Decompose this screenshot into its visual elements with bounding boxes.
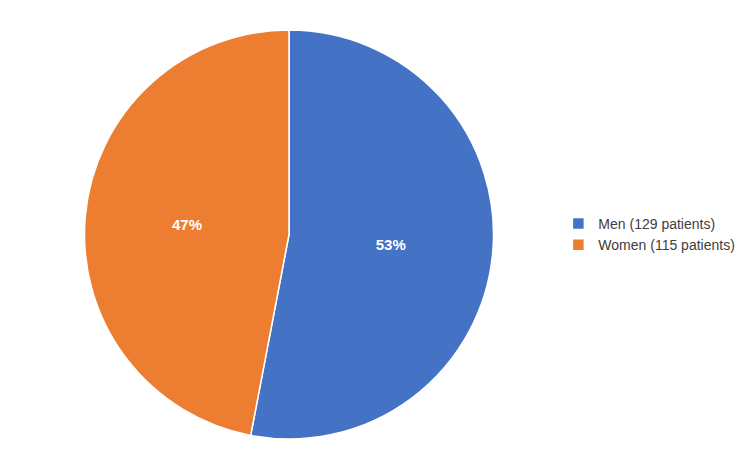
svg-text:Men (129 patients): Men (129 patients) [598, 216, 715, 232]
svg-text:Women (115 patients): Women (115 patients) [598, 237, 734, 253]
svg-text:53%: 53% [376, 236, 406, 253]
svg-text:47%: 47% [172, 216, 202, 233]
